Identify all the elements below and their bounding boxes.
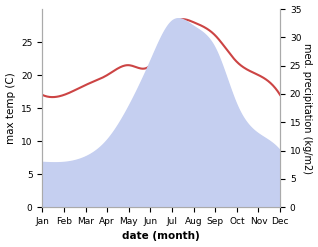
Y-axis label: max temp (C): max temp (C)	[5, 72, 16, 144]
Y-axis label: med. precipitation (kg/m2): med. precipitation (kg/m2)	[302, 43, 313, 174]
X-axis label: date (month): date (month)	[122, 231, 200, 242]
